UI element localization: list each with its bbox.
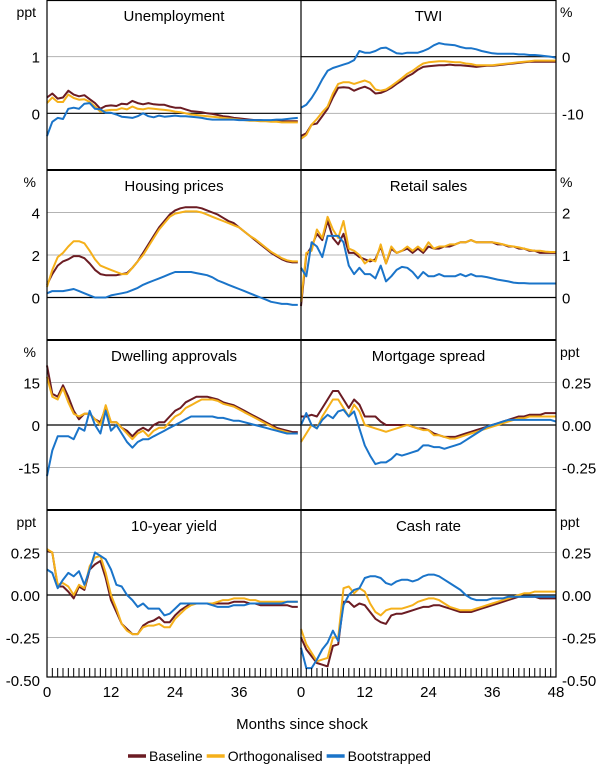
y-unit-label: % bbox=[560, 4, 572, 20]
x-tick-label: 12 bbox=[356, 684, 373, 701]
y-tick-label: 0.00 bbox=[562, 418, 591, 435]
y-unit-label: % bbox=[560, 174, 572, 190]
panel-dwelling-approvals: 15 0 -15% Dwelling approvals bbox=[18, 344, 301, 478]
y-tick-label: 4 bbox=[32, 206, 40, 223]
y-tick-label: -10 bbox=[562, 106, 584, 123]
legend-label-baseline: Baseline bbox=[149, 748, 203, 764]
y-unit-label: ppt bbox=[560, 344, 580, 360]
panel-title: Unemployment bbox=[124, 8, 226, 25]
y-tick-label: 0 bbox=[562, 50, 570, 67]
y-unit-label: % bbox=[24, 344, 36, 360]
series-bootstrapped bbox=[300, 42, 557, 109]
y-unit-label: ppt bbox=[560, 514, 580, 530]
series-bootstrapped bbox=[46, 409, 298, 477]
series-orthogonalised bbox=[46, 93, 298, 124]
panel-title: Dwelling approvals bbox=[111, 348, 237, 365]
y-tick-label: 2 bbox=[562, 206, 570, 223]
panel-title: Housing prices bbox=[124, 178, 223, 195]
y-tick-label: 0 bbox=[32, 291, 40, 308]
panel-retail-sales: 2 1 0% Retail sales bbox=[300, 174, 572, 308]
y-tick-label: 0.25 bbox=[562, 546, 591, 563]
y-unit-label: ppt bbox=[17, 4, 37, 20]
panel-title: TWI bbox=[415, 8, 443, 25]
y-tick-label: 2 bbox=[32, 248, 40, 265]
y-tick-label: 0 bbox=[562, 291, 570, 308]
y-tick-label: 1 bbox=[562, 248, 570, 265]
x-axis-title: Months since shock bbox=[236, 716, 368, 733]
x-axis: 0 12 24 36 0 12 24 36 48 bbox=[43, 668, 565, 701]
panel-title: Cash rate bbox=[396, 518, 461, 535]
legend-label-bootstrapped: Bootstrapped bbox=[348, 748, 431, 764]
panel-mortgage-spread: 0.25 0.00 -0.25 ppt Mortgage spread bbox=[300, 344, 596, 478]
series-orthogonalised bbox=[46, 210, 298, 288]
y-tick-label: -0.50 bbox=[562, 673, 596, 690]
series-bootstrapped bbox=[46, 271, 298, 306]
panel-twi: 0 -10% TWI bbox=[300, 4, 584, 140]
y-tick-label: 0.00 bbox=[11, 588, 40, 605]
legend: Baseline Orthogonalised Bootstrapped bbox=[128, 748, 431, 764]
panel-housing-prices: 4 2 0% Housing prices bbox=[24, 174, 301, 308]
series-orthogonalised bbox=[46, 548, 298, 636]
y-tick-label: 0 bbox=[32, 418, 40, 435]
y-tick-label: 1 bbox=[32, 50, 40, 67]
x-tick-label: 12 bbox=[103, 684, 120, 701]
y-tick-label: -15 bbox=[18, 461, 40, 478]
x-tick-label: 0 bbox=[43, 684, 51, 701]
panels: 1 0 ppt Unemployment 0 -10% TWI 4 2 0% Housing pri… bbox=[6, 4, 596, 690]
series-bootstrapped bbox=[300, 573, 556, 670]
panel-cash-rate: 0.25 0.00 -0.25 -0.50 ppt Cash rate bbox=[300, 514, 596, 690]
series-bootstrapped bbox=[46, 551, 298, 617]
series-baseline bbox=[300, 595, 556, 668]
figure-frame bbox=[46, 0, 557, 678]
y-tick-label: 15 bbox=[23, 376, 40, 393]
y-tick-label: -0.25 bbox=[562, 461, 596, 478]
panel-title: Retail sales bbox=[390, 178, 468, 195]
x-tick-label: 24 bbox=[167, 684, 184, 701]
y-tick-label: 0.25 bbox=[562, 376, 591, 393]
panel-title: Mortgage spread bbox=[372, 348, 485, 365]
legend-label-orthogonalised: Orthogonalised bbox=[228, 748, 323, 764]
series-bootstrapped bbox=[300, 408, 557, 466]
x-tick-label: 0 bbox=[297, 684, 305, 701]
panel-unemployment: 1 0 ppt Unemployment bbox=[17, 4, 301, 137]
x-tick-label: 48 bbox=[548, 684, 565, 701]
y-tick-label: -0.25 bbox=[562, 631, 596, 648]
x-tick-label: 36 bbox=[231, 684, 248, 701]
y-unit-label: % bbox=[24, 174, 36, 190]
y-unit-label: ppt bbox=[17, 514, 37, 530]
series-baseline bbox=[300, 60, 556, 137]
series-bootstrapped bbox=[300, 234, 556, 285]
y-tick-label: 0.00 bbox=[562, 588, 591, 605]
panel-10-year-yield: 0.25 0.00 -0.25 -0.50 ppt 10-year yield bbox=[6, 514, 301, 690]
series-orthogonalised bbox=[300, 215, 556, 302]
series-bootstrapped bbox=[46, 102, 298, 137]
y-tick-label: 0 bbox=[32, 106, 40, 123]
series-orthogonalised bbox=[300, 59, 556, 140]
x-tick-label: 36 bbox=[484, 684, 501, 701]
x-tick-label: 24 bbox=[420, 684, 437, 701]
y-tick-label: 0.25 bbox=[11, 546, 40, 563]
panel-title: 10-year yield bbox=[131, 518, 217, 535]
y-tick-label: -0.25 bbox=[6, 631, 40, 648]
y-tick-label: -0.50 bbox=[6, 673, 40, 690]
